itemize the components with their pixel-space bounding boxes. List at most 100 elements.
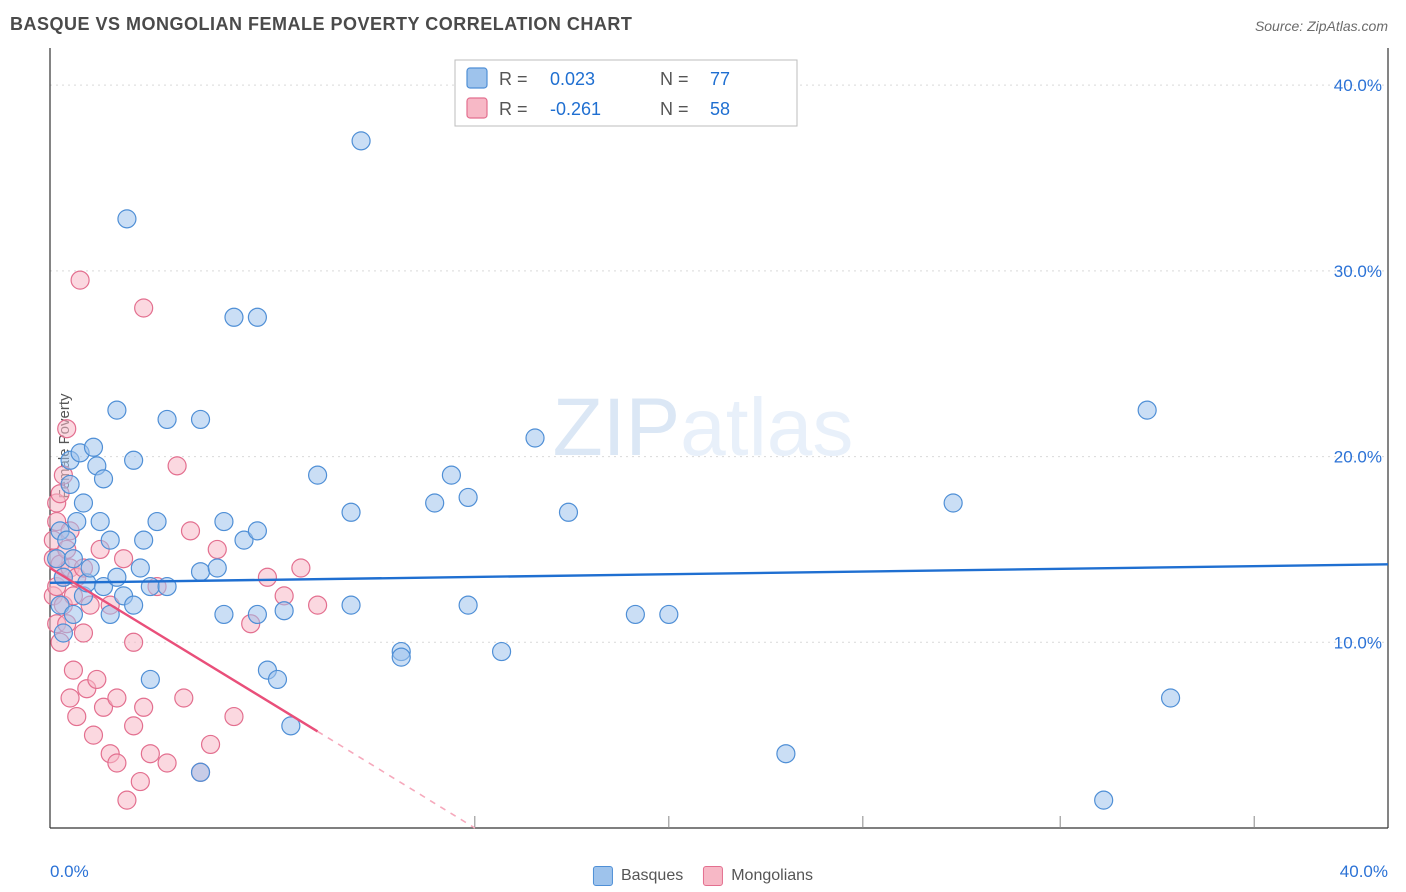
- data-point: [54, 624, 72, 642]
- y-tick-label: 30.0%: [1334, 262, 1382, 281]
- data-point: [131, 559, 149, 577]
- data-point: [95, 470, 113, 488]
- scatter-plot: 10.0%20.0%30.0%40.0%R =0.023N =77R =-0.2…: [0, 0, 1406, 892]
- data-point: [1138, 401, 1156, 419]
- svg-text:77: 77: [710, 69, 730, 89]
- data-point: [125, 451, 143, 469]
- data-point: [115, 550, 133, 568]
- x-axis-max-label: 40.0%: [1340, 862, 1388, 882]
- data-point: [158, 410, 176, 428]
- data-point: [108, 568, 126, 586]
- data-point: [208, 559, 226, 577]
- data-point: [660, 605, 678, 623]
- data-point: [442, 466, 460, 484]
- legend-basques: Basques: [593, 866, 683, 886]
- data-point: [392, 648, 410, 666]
- trend-line-mongolians-extrapolated: [318, 731, 475, 828]
- stats-swatch-basques: [467, 68, 487, 88]
- data-point: [459, 488, 477, 506]
- data-point: [101, 531, 119, 549]
- data-point: [202, 735, 220, 753]
- data-point: [309, 466, 327, 484]
- data-point: [108, 689, 126, 707]
- trend-line-basques: [50, 564, 1388, 583]
- data-point: [559, 503, 577, 521]
- data-point: [181, 522, 199, 540]
- data-point: [64, 661, 82, 679]
- legend-label-basques: Basques: [621, 867, 683, 885]
- data-point: [74, 624, 92, 642]
- data-point: [125, 717, 143, 735]
- legend-mongolians: Mongolians: [703, 866, 813, 886]
- data-point: [48, 550, 66, 568]
- data-point: [84, 438, 102, 456]
- data-point: [225, 708, 243, 726]
- data-point: [192, 763, 210, 781]
- x-axis-min-label: 0.0%: [50, 862, 89, 882]
- data-point: [248, 605, 266, 623]
- data-point: [61, 689, 79, 707]
- data-point: [71, 271, 89, 289]
- data-point: [135, 299, 153, 317]
- data-point: [342, 503, 360, 521]
- data-point: [118, 210, 136, 228]
- data-point: [125, 633, 143, 651]
- data-point: [125, 596, 143, 614]
- data-point: [1162, 689, 1180, 707]
- data-point: [68, 513, 86, 531]
- data-point: [135, 531, 153, 549]
- data-point: [309, 596, 327, 614]
- data-point: [91, 513, 109, 531]
- data-point: [268, 670, 286, 688]
- legend-swatch-mongolians: [703, 866, 723, 886]
- y-tick-label: 20.0%: [1334, 448, 1382, 467]
- data-point: [215, 605, 233, 623]
- data-point: [141, 745, 159, 763]
- data-point: [258, 568, 276, 586]
- data-point: [158, 754, 176, 772]
- data-point: [352, 132, 370, 150]
- data-point: [84, 726, 102, 744]
- data-point: [81, 559, 99, 577]
- stats-swatch-mongolians: [467, 98, 487, 118]
- data-point: [426, 494, 444, 512]
- data-point: [74, 494, 92, 512]
- data-point: [61, 475, 79, 493]
- data-point: [148, 513, 166, 531]
- y-tick-label: 10.0%: [1334, 633, 1382, 652]
- data-point: [88, 670, 106, 688]
- svg-text:R =: R =: [499, 69, 528, 89]
- data-point: [192, 410, 210, 428]
- data-point: [342, 596, 360, 614]
- data-point: [459, 596, 477, 614]
- y-tick-label: 40.0%: [1334, 76, 1382, 95]
- data-point: [225, 308, 243, 326]
- data-point: [208, 540, 226, 558]
- data-point: [248, 522, 266, 540]
- data-point: [292, 559, 310, 577]
- data-point: [1095, 791, 1113, 809]
- data-point: [215, 513, 233, 531]
- svg-text:-0.261: -0.261: [550, 99, 601, 119]
- svg-text:58: 58: [710, 99, 730, 119]
- data-point: [777, 745, 795, 763]
- data-point: [168, 457, 186, 475]
- data-point: [108, 754, 126, 772]
- data-point: [131, 773, 149, 791]
- data-point: [64, 605, 82, 623]
- data-point: [175, 689, 193, 707]
- data-point: [108, 401, 126, 419]
- bottom-legend: Basques Mongolians: [593, 866, 813, 886]
- svg-text:R =: R =: [499, 99, 528, 119]
- legend-label-mongolians: Mongolians: [731, 867, 813, 885]
- data-point: [526, 429, 544, 447]
- data-point: [275, 602, 293, 620]
- svg-text:N =: N =: [660, 99, 689, 119]
- data-point: [944, 494, 962, 512]
- data-point: [493, 643, 511, 661]
- data-point: [118, 791, 136, 809]
- data-point: [192, 563, 210, 581]
- data-point: [58, 531, 76, 549]
- data-point: [135, 698, 153, 716]
- data-point: [58, 420, 76, 438]
